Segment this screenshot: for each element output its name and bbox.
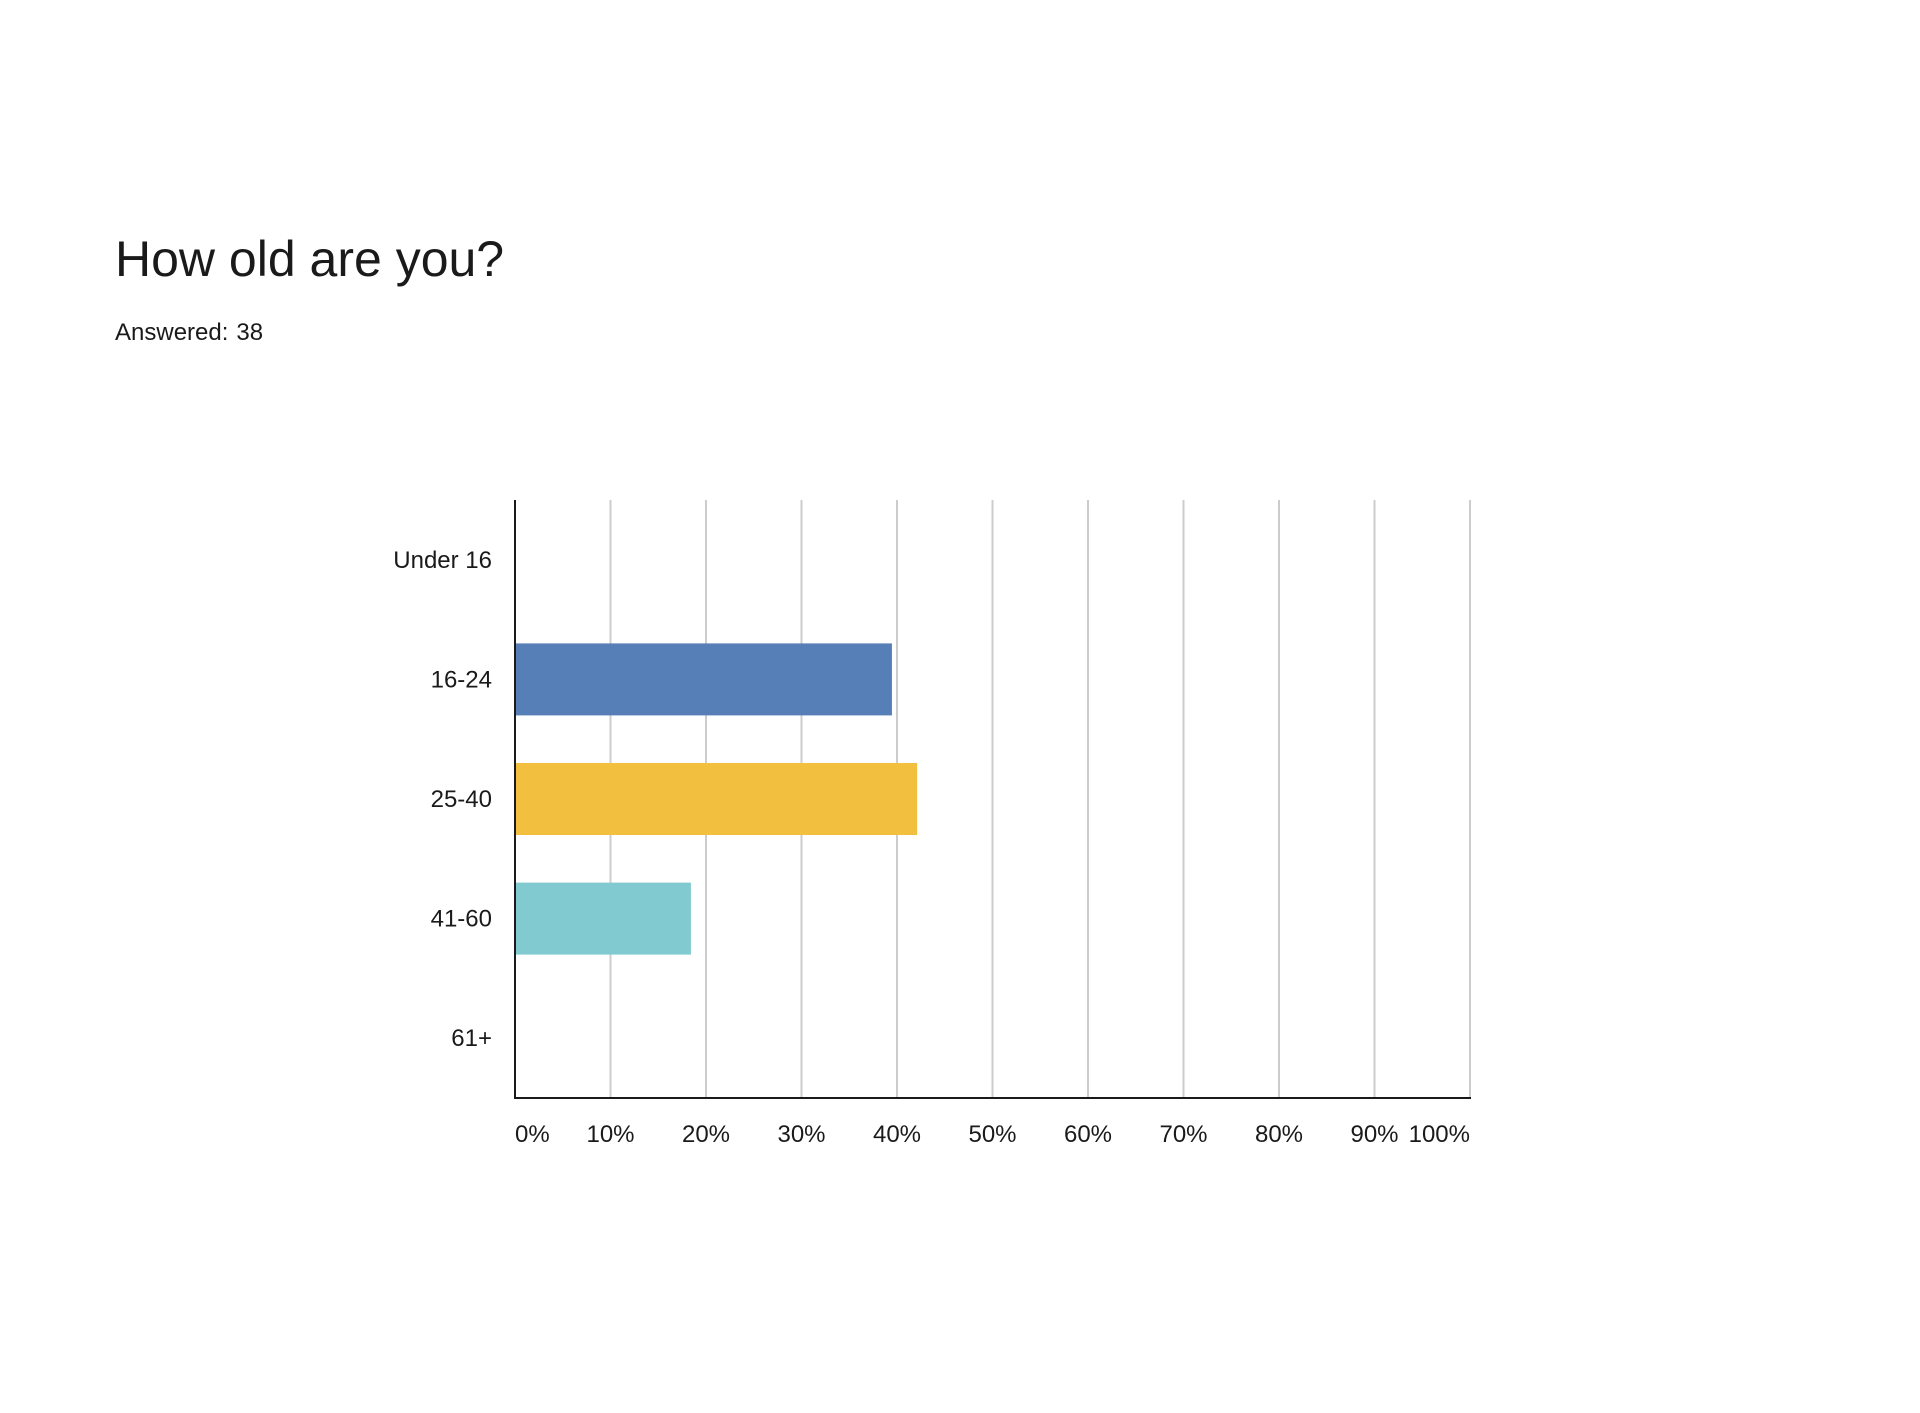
x-tick-label: 50% <box>968 1121 1016 1148</box>
x-tick-label: 90% <box>1350 1121 1398 1148</box>
category-label: 16-24 <box>431 666 492 693</box>
x-tick-label: 20% <box>682 1121 730 1148</box>
x-tick-label: 70% <box>1159 1121 1207 1148</box>
bars <box>515 643 918 955</box>
question-title: How old are you? <box>115 231 505 287</box>
x-tick-labels: 0% 10% 20% 30% 40% 50% 60% 70% 80% 90% 100% <box>515 1121 1470 1148</box>
bar <box>515 643 892 716</box>
category-label: 25-40 <box>431 786 492 813</box>
axes <box>514 500 1471 1099</box>
category-label: 61+ <box>451 1025 492 1052</box>
category-label: 41-60 <box>431 906 492 933</box>
answered-value: 38 <box>236 319 264 346</box>
x-tick-label: 10% <box>586 1121 634 1148</box>
answered-label: Answered: <box>115 319 229 346</box>
category-labels: Under 16 16-24 25-40 41-60 61+ <box>393 547 492 1052</box>
x-tick-label: 100% <box>1409 1121 1470 1148</box>
x-tick-label: 0% <box>515 1121 550 1148</box>
x-tick-label: 30% <box>777 1121 825 1148</box>
bar <box>515 763 918 835</box>
x-tick-label: 80% <box>1255 1121 1303 1148</box>
x-tick-label: 60% <box>1064 1121 1112 1148</box>
category-label: Under 16 <box>393 547 492 574</box>
x-tick-label: 40% <box>873 1121 921 1148</box>
bar <box>515 882 691 955</box>
answered-count: Answered: 38 <box>115 319 263 348</box>
